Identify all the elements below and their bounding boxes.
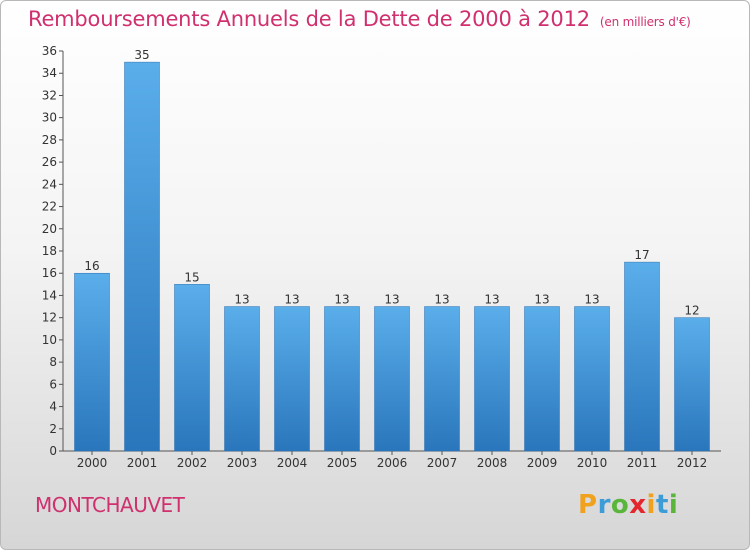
y-tick-label: 34 — [42, 66, 57, 80]
bars: 16 35 15 13 13 13 13 13 13 13 13 17 12 — [74, 48, 710, 452]
bar-value-label: 13 — [584, 293, 599, 307]
bar — [374, 306, 410, 452]
y-tick-label: 2 — [49, 422, 57, 436]
y-tick-label: 8 — [49, 355, 57, 369]
bar — [324, 306, 360, 452]
chart-title: Remboursements Annuels de la Dette de 20… — [28, 7, 691, 31]
logo-letter: i — [646, 490, 656, 520]
bar-value-label: 35 — [134, 48, 149, 62]
bar-value-label: 13 — [334, 293, 349, 307]
bar — [124, 61, 160, 452]
y-tick-label: 32 — [42, 88, 57, 102]
city-name: MONTCHAUVET — [35, 493, 185, 517]
x-tick-label: 2000 — [77, 456, 108, 470]
bar-value-label: 13 — [534, 293, 549, 307]
logo-letter: i — [668, 490, 679, 520]
chart-title-text: Remboursements Annuels de la Dette de 20… — [28, 7, 590, 31]
bar — [274, 306, 310, 452]
x-tick-label: 2012 — [677, 456, 708, 470]
bar — [424, 306, 460, 452]
y-tick-label: 0 — [49, 444, 57, 458]
bar — [674, 317, 710, 452]
logo-letter: P — [578, 490, 598, 520]
bar — [574, 306, 610, 452]
x-tick-label: 2010 — [577, 456, 608, 470]
bar-value-label: 12 — [684, 304, 699, 318]
y-tick-label: 20 — [42, 222, 57, 236]
bar-value-label: 15 — [184, 270, 199, 284]
y-tick-label: 10 — [42, 333, 57, 347]
y-tick-label: 4 — [49, 400, 57, 414]
x-tick-label: 2011 — [627, 456, 658, 470]
x-tick-label: 2001 — [127, 456, 158, 470]
logo-letter: o — [610, 490, 630, 520]
bar — [474, 306, 510, 452]
bar — [524, 306, 560, 452]
x-tick-label: 2008 — [477, 456, 508, 470]
x-tick-label: 2004 — [277, 456, 308, 470]
x-tick-label: 2007 — [427, 456, 458, 470]
bar-value-label: 16 — [84, 259, 99, 273]
y-tick-label: 24 — [42, 177, 57, 191]
proxiti-logo: Proxiti — [578, 490, 678, 520]
bar-value-label: 13 — [434, 293, 449, 307]
y-tick-label: 12 — [42, 311, 57, 325]
y-tick-label: 26 — [42, 155, 57, 169]
y-tick-label: 6 — [49, 377, 57, 391]
bar — [174, 284, 210, 452]
x-tick-label: 2005 — [327, 456, 358, 470]
bar — [224, 306, 260, 452]
x-tick-label: 2009 — [527, 456, 558, 470]
x-tick-label: 2003 — [227, 456, 258, 470]
x-tick-label: 2002 — [177, 456, 208, 470]
bar-value-label: 17 — [634, 248, 649, 262]
bar-value-label: 13 — [284, 293, 299, 307]
y-tick-label: 18 — [42, 244, 57, 258]
bar-value-label: 13 — [384, 293, 399, 307]
logo-letter: r — [597, 490, 611, 520]
logo-letter: x — [629, 490, 647, 520]
logo-letter: t — [655, 490, 669, 520]
y-tick-label: 16 — [42, 266, 57, 280]
x-tick-label: 2006 — [377, 456, 408, 470]
bar — [624, 261, 660, 452]
y-tick-label: 30 — [42, 111, 57, 125]
chart-subtitle: (en milliers d'€) — [599, 15, 691, 29]
bar — [74, 272, 110, 452]
y-tick-label: 28 — [42, 133, 57, 147]
y-tick-label: 36 — [42, 44, 57, 58]
y-tick-label: 14 — [42, 288, 57, 302]
bar-value-label: 13 — [234, 293, 249, 307]
y-tick-label: 22 — [42, 200, 57, 214]
bar-value-label: 13 — [484, 293, 499, 307]
